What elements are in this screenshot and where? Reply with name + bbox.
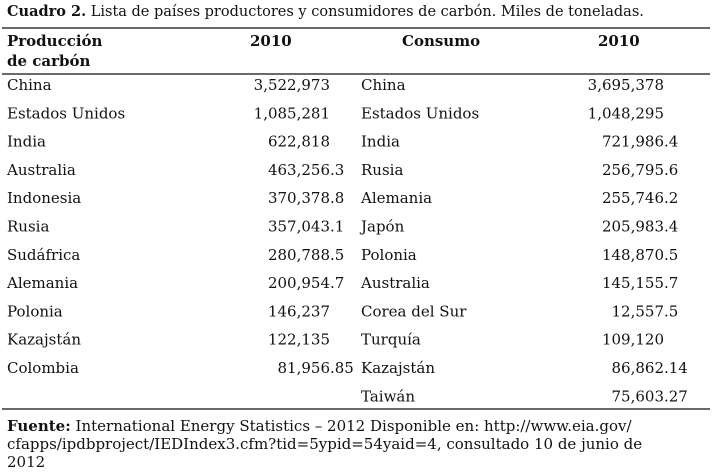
header: 2010	[598, 32, 640, 50]
value: 145,155.7	[602, 274, 678, 292]
value: 148,870.5	[602, 246, 678, 264]
value: 75,603.27	[612, 387, 688, 405]
country: Indonesia	[7, 189, 81, 207]
value: 81,956.85	[278, 359, 354, 377]
footer-label: Fuente:	[7, 417, 71, 435]
value: 280,788.5	[268, 246, 344, 264]
footer-line: 2012	[7, 453, 45, 471]
country: Taiwán	[361, 387, 415, 405]
value: 622,818	[268, 133, 330, 151]
value: 1,085,281	[254, 104, 330, 122]
value: 721,986.4	[602, 133, 678, 151]
header: 2010	[250, 32, 292, 50]
country: China	[7, 76, 52, 94]
country: Rusia	[361, 161, 403, 179]
country: Alemania	[360, 189, 432, 207]
country: India	[7, 133, 46, 151]
footer-line: cfapps/ipdbproject/IEDIndex3.cfm?tid=5yp…	[7, 435, 642, 453]
title: Cuadro 2. Lista de países productores y …	[7, 3, 644, 20]
country: Rusia	[7, 218, 49, 236]
rows: China 3,522,973 Estados Unidos 1,085,281 Ind…	[6, 76, 688, 405]
country: India	[361, 133, 400, 151]
value: 357,043.1	[268, 218, 344, 236]
header: Consumo	[402, 32, 480, 50]
value: 255,746.2	[602, 189, 678, 207]
value: 109,120	[602, 331, 664, 349]
value: 146,237	[268, 302, 330, 320]
country: China	[361, 76, 406, 94]
title-text: Lista de países productores y consumidor…	[91, 4, 644, 20]
country: Australia	[360, 274, 430, 292]
country: Kazajstán	[7, 331, 81, 349]
country: Australia	[6, 161, 76, 179]
country: Turquía	[361, 331, 421, 349]
country: Kazajstán	[361, 359, 435, 377]
value: 3,522,973	[254, 76, 330, 94]
header: de carbón	[7, 52, 91, 70]
value: 463,256.3	[268, 161, 344, 179]
header: Producción	[7, 32, 103, 50]
footer-text: International Energy Statistics – 2012 D…	[76, 417, 633, 435]
value: 12,557.5	[612, 302, 679, 320]
country: Corea del Sur	[361, 302, 467, 320]
country: Alemania	[6, 274, 78, 292]
title-label: Cuadro 2.	[7, 3, 86, 20]
country: Japón	[359, 218, 405, 236]
value: 200,954.7	[268, 274, 344, 292]
footer-line: Fuente: International Energy Statistics …	[7, 417, 632, 435]
country: Polonia	[361, 246, 417, 264]
value: 370,378.8	[268, 189, 344, 207]
country: Sudáfrica	[7, 246, 80, 264]
value: 3,695,378	[588, 76, 664, 94]
country: Colombia	[7, 359, 79, 377]
country: Polonia	[7, 302, 63, 320]
country: Estados Unidos	[7, 104, 125, 122]
value: 205,983.4	[602, 218, 678, 236]
value: 1,048,295	[588, 104, 664, 122]
country: Estados Unidos	[361, 104, 479, 122]
value: 122,135	[268, 331, 330, 349]
value: 86,862.14	[612, 359, 688, 377]
value: 256,795.6	[602, 161, 678, 179]
